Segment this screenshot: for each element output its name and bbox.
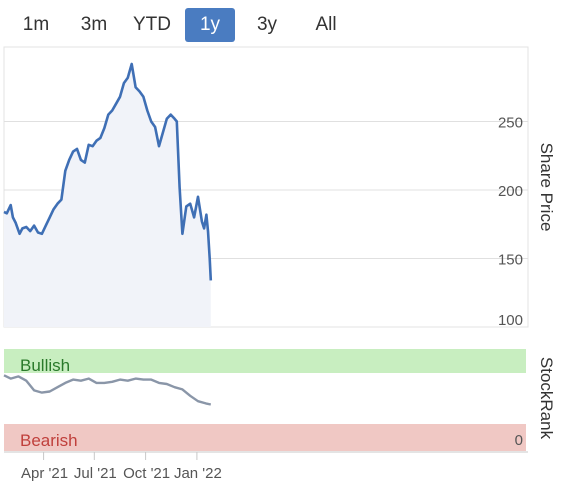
- stockrank-tick-label: 0: [515, 432, 523, 449]
- price-tick-label: 200: [498, 183, 523, 200]
- price-tick-label: 250: [498, 115, 523, 132]
- x-tick-label: Jul '21: [74, 465, 117, 482]
- range-button-all[interactable]: All: [315, 14, 337, 35]
- range-button-1m[interactable]: 1m: [22, 14, 50, 35]
- price-tick-label: 150: [498, 252, 523, 269]
- x-tick-label: Jan '22: [174, 465, 222, 482]
- range-button-1y[interactable]: 1y: [185, 8, 235, 42]
- x-tick-label: Apr '21: [21, 465, 68, 482]
- bearish-label: Bearish: [20, 431, 78, 450]
- stockrank-series-line: [3, 374, 212, 406]
- price-area-fill: [4, 64, 211, 327]
- price-panel: 100 150 200 250 Share Price: [3, 46, 556, 329]
- bullish-band: [4, 349, 526, 373]
- range-button-ytd[interactable]: YTD: [133, 14, 171, 35]
- x-tick-label: Oct '21: [123, 465, 170, 482]
- range-selector: 1m 3m YTD 1y 3y All: [0, 4, 400, 44]
- stockrank-axis-title: StockRank: [537, 357, 556, 440]
- bullish-label: Bullish: [20, 356, 70, 375]
- range-button-3y[interactable]: 3y: [256, 14, 278, 35]
- range-button-3m[interactable]: 3m: [80, 14, 108, 35]
- bearish-band: [4, 424, 526, 451]
- stockrank-panel: Bullish Bearish 0 StockRank: [3, 349, 556, 451]
- price-tick-label: 100: [498, 312, 523, 329]
- x-axis: Apr '21 Jul '21 Oct '21 Jan '22: [4, 451, 528, 482]
- price-series-line: [3, 62, 213, 281]
- price-axis-title: Share Price: [537, 143, 556, 232]
